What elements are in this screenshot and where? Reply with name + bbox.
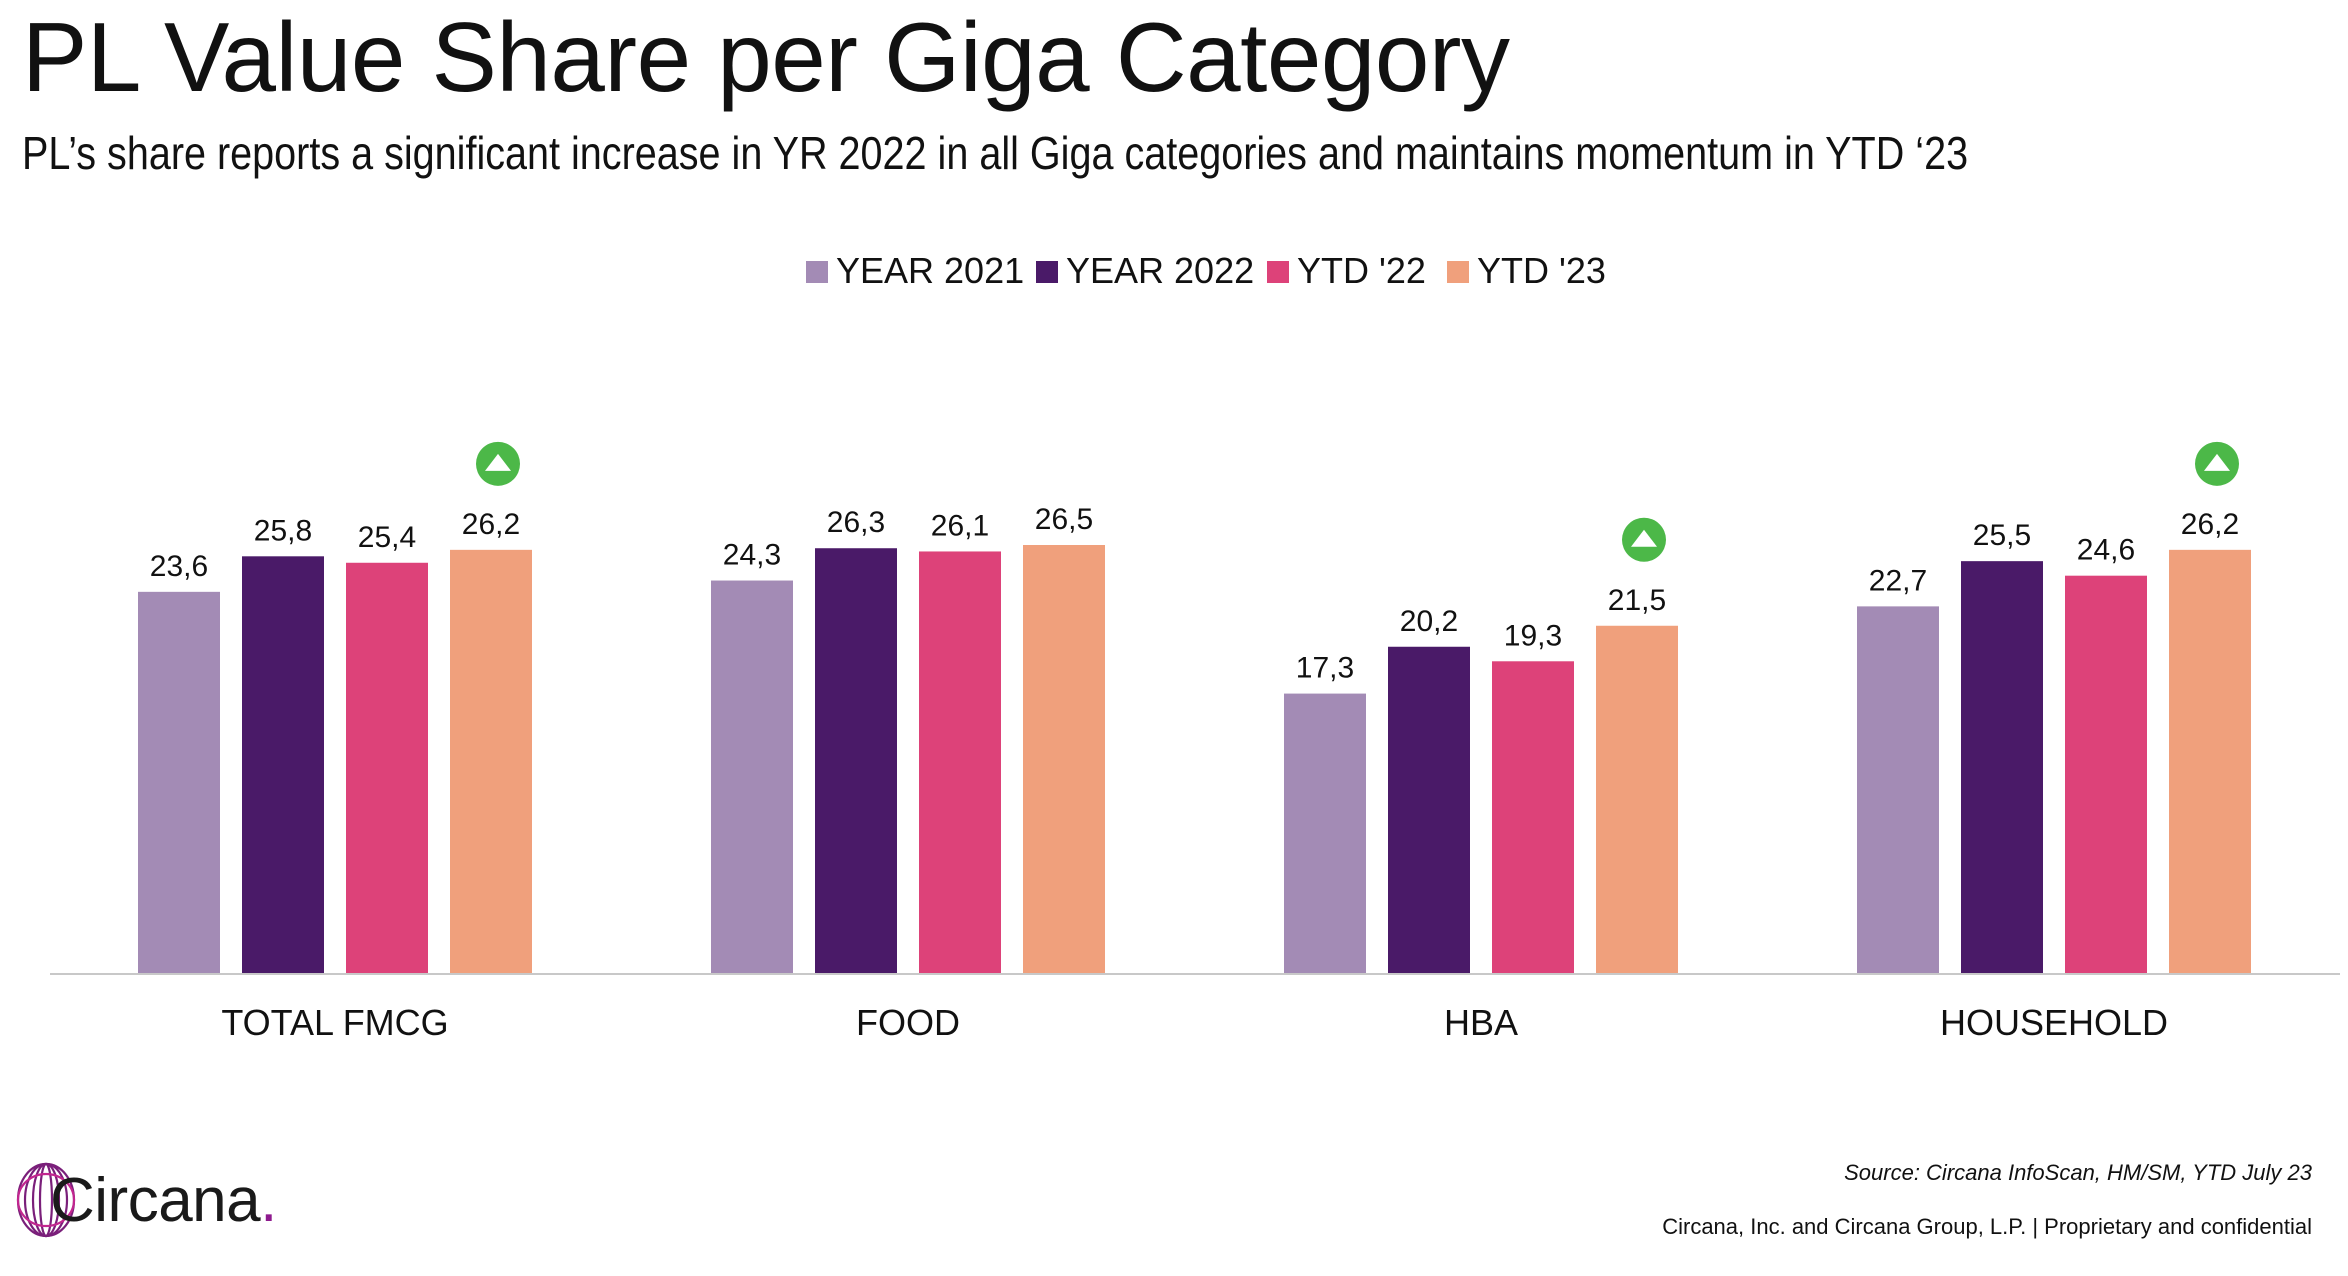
bar-food-ytd-23: [1023, 545, 1105, 973]
data-label-household-year-2022: 25,5: [1973, 519, 2031, 552]
data-label-total-fmcg-ytd-22: 25,4: [358, 521, 416, 554]
increase-arrow-glyph-total-fmcg: [485, 453, 511, 471]
legend-swatch-year-2022: [1036, 261, 1058, 283]
legend-swatch-ytd-22: [1267, 261, 1289, 283]
legend-label-ytd-22: YTD '22: [1297, 250, 1426, 291]
page-title: PL Value Share per Giga Category: [22, 2, 1510, 112]
data-label-household-year-2021: 22,7: [1869, 564, 1927, 597]
data-label-food-year-2021: 24,3: [723, 539, 781, 572]
data-label-household-ytd-22: 24,6: [2077, 534, 2135, 567]
increase-arrow-glyph-hba: [1631, 529, 1657, 547]
bar-hba-year-2022: [1388, 646, 1470, 973]
data-label-hba-ytd-23: 21,5: [1608, 584, 1666, 617]
legend-swatch-ytd-23: [1447, 261, 1469, 283]
category-label-hba: HBA: [1444, 1002, 1518, 1043]
increase-arrow-glyph-household: [2204, 453, 2230, 471]
bar-total-fmcg-ytd-22: [346, 562, 428, 973]
data-label-total-fmcg-ytd-23: 26,2: [462, 508, 520, 541]
data-label-total-fmcg-year-2022: 25,8: [254, 514, 312, 547]
bar-hba-ytd-23: [1596, 625, 1678, 973]
category-label-household: HOUSEHOLD: [1940, 1002, 2168, 1043]
logo-wordmark: Circana.: [50, 1165, 277, 1235]
bar-hba-ytd-22: [1492, 661, 1574, 973]
legend-label-year-2021: YEAR 2021: [836, 250, 1024, 291]
bar-hba-year-2021: [1284, 693, 1366, 973]
bar-total-fmcg-ytd-23: [450, 549, 532, 973]
data-label-hba-year-2022: 20,2: [1400, 605, 1458, 638]
legal-footer: Circana, Inc. and Circana Group, L.P. | …: [1662, 1214, 2312, 1239]
bar-household-year-2022: [1961, 561, 2043, 973]
data-label-food-ytd-23: 26,5: [1035, 503, 1093, 536]
bar-food-year-2022: [815, 548, 897, 973]
category-label-food: FOOD: [856, 1002, 960, 1043]
data-label-hba-ytd-22: 19,3: [1504, 619, 1562, 652]
legend-label-year-2022: YEAR 2022: [1066, 250, 1254, 291]
bar-food-ytd-22: [919, 551, 1001, 973]
bar-food-year-2021: [711, 580, 793, 973]
bar-household-ytd-23: [2169, 549, 2251, 973]
circana-logo: Circana.: [14, 1160, 277, 1240]
category-label-total-fmcg: TOTAL FMCG: [221, 1002, 448, 1043]
data-label-household-ytd-23: 26,2: [2181, 508, 2239, 541]
data-label-total-fmcg-year-2021: 23,6: [150, 550, 208, 583]
source-note: Source: Circana InfoScan, HM/SM, YTD Jul…: [1844, 1160, 2312, 1185]
legend-swatch-year-2021: [806, 261, 828, 283]
legend-label-ytd-23: YTD '23: [1477, 250, 1606, 291]
bar-household-ytd-22: [2065, 575, 2147, 973]
data-label-food-ytd-22: 26,1: [931, 509, 989, 542]
circana-logo-icon: [16, 1162, 76, 1238]
page-subtitle: PL’s share reports a significant increas…: [22, 127, 1969, 179]
bar-total-fmcg-year-2022: [242, 556, 324, 973]
bar-household-year-2021: [1857, 606, 1939, 973]
bar-total-fmcg-year-2021: [138, 591, 220, 973]
data-label-food-year-2022: 26,3: [827, 506, 885, 539]
data-label-hba-year-2021: 17,3: [1296, 652, 1354, 685]
bar-chart: YEAR 2021 YEAR 2022 YTD '22 YTD '23 23,6 25,8…: [50, 250, 2340, 1043]
